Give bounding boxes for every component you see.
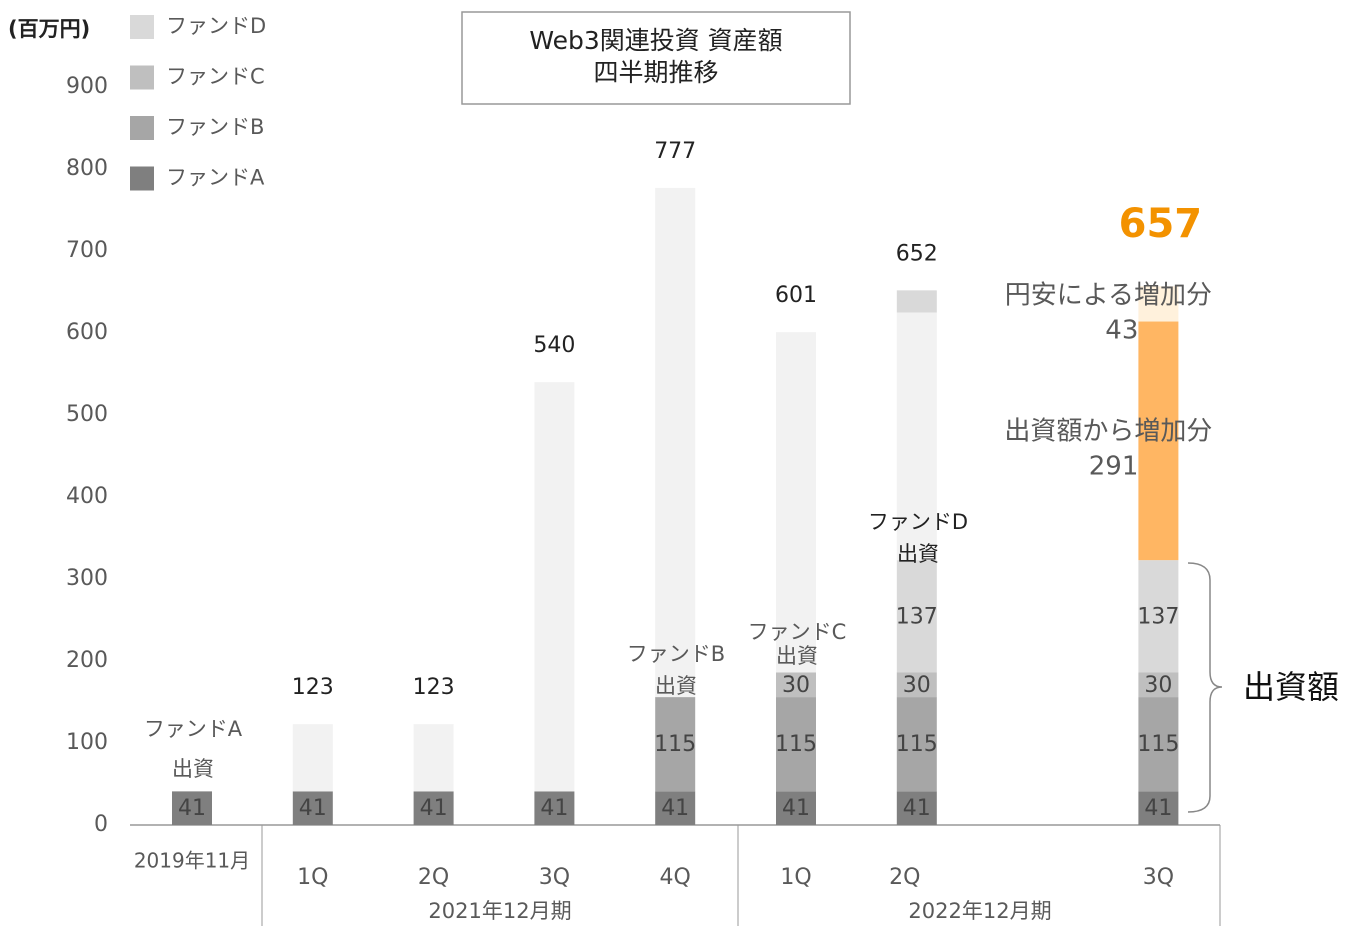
- y-tick-label: 700: [66, 238, 108, 263]
- total-label: 652: [896, 241, 938, 266]
- segment-series-label: 出資額から増加分: [1004, 417, 1212, 447]
- y-tick-label: 0: [94, 812, 108, 837]
- segment-label: 41: [903, 796, 931, 821]
- total-label: 123: [292, 675, 334, 700]
- total-label: 777: [654, 139, 696, 164]
- bar-segment: [776, 672, 816, 698]
- x-tick-label: 3Q: [539, 865, 570, 890]
- segment-label: 137: [896, 604, 938, 629]
- total-label: 123: [413, 675, 455, 700]
- bar-segment: [534, 791, 575, 825]
- bar-segment: [413, 791, 454, 825]
- group-label: 2021年12月期: [428, 899, 571, 923]
- y-axis-label: (百万円): [8, 17, 90, 41]
- y-tick-label: 200: [66, 648, 108, 673]
- segment-label: 115: [896, 732, 938, 757]
- bar-segment: [655, 791, 696, 825]
- legend-swatch: [130, 65, 154, 90]
- bar-segment: [534, 382, 575, 792]
- segment-label: 41: [420, 796, 448, 821]
- total-label: 601: [775, 283, 817, 308]
- segment-label: 41: [299, 796, 327, 821]
- legend-swatch: [130, 15, 154, 39]
- annotation: ファンドB: [627, 642, 725, 666]
- annotation: ファンドA: [144, 717, 243, 741]
- bar-segment: [896, 560, 937, 673]
- x-tick-label: 1Q: [297, 865, 328, 890]
- bar-segment: [896, 791, 937, 825]
- annotation: ファンドC: [748, 620, 847, 644]
- x-tick-label: 4Q: [660, 865, 691, 890]
- y-tick-label: 900: [66, 74, 108, 99]
- bar-segment: [292, 724, 333, 792]
- legend-label: ファンドC: [166, 65, 265, 89]
- legend-label: ファンドB: [166, 115, 264, 139]
- group-label: 2022年12月期: [908, 899, 1051, 923]
- x-tick-label: 2Q: [889, 865, 920, 890]
- bar-segment: [292, 791, 333, 825]
- segment-label: 43: [1105, 316, 1138, 346]
- y-tick-label: 400: [66, 484, 108, 509]
- segment-label: 41: [661, 796, 689, 821]
- segment-label: 41: [540, 796, 568, 821]
- legend-label: ファンドA: [166, 166, 265, 190]
- bar-segment: [776, 332, 816, 673]
- segment-label: 115: [1137, 732, 1179, 757]
- y-tick-label: 800: [66, 156, 108, 181]
- total-label: 540: [533, 333, 575, 358]
- bar-segment: [896, 312, 937, 561]
- y-tick-label: 500: [66, 402, 108, 427]
- annotation: ファンドD: [868, 510, 968, 534]
- bar-segment: [172, 791, 212, 825]
- total-label: 657: [1119, 201, 1203, 247]
- segment-label: 30: [903, 673, 931, 698]
- brace-label: 出資額: [1243, 668, 1339, 706]
- legend-label: ファンドD: [166, 14, 266, 38]
- segment-label: 137: [1137, 604, 1179, 629]
- segment-label: 115: [654, 732, 696, 757]
- segment-label: 30: [782, 673, 810, 698]
- x-tick-label: 2Q: [418, 865, 449, 890]
- title-box: [461, 11, 851, 105]
- brace: [1187, 562, 1223, 813]
- bar-segment: [776, 791, 816, 825]
- x-tick-label: 2019年11月: [134, 849, 250, 873]
- chart-title: 四半期推移: [593, 58, 718, 87]
- bar-segment: [655, 187, 696, 698]
- bar-segment: [896, 697, 937, 792]
- segment-label: 291: [1089, 452, 1139, 482]
- y-tick-label: 100: [66, 730, 108, 755]
- y-tick-label: 600: [66, 320, 108, 345]
- bar-segment: [776, 697, 816, 792]
- bar-segment: [896, 672, 937, 698]
- segment-label: 41: [178, 796, 206, 821]
- bar-segment: [1138, 321, 1179, 561]
- segment-label: 115: [775, 732, 817, 757]
- annotation: 出資: [172, 757, 214, 781]
- bar-segment: [1138, 560, 1179, 673]
- segment-label: 41: [1144, 796, 1172, 821]
- x-tick-label: 1Q: [780, 865, 811, 890]
- legend-swatch: [130, 166, 154, 191]
- bar-segment: [413, 724, 454, 792]
- bar-segment: [655, 697, 696, 792]
- annotation: 出資: [776, 644, 818, 668]
- bar-segment: [1138, 286, 1179, 322]
- annotation: 出資: [897, 542, 939, 566]
- chart-title: Web3関連投資 資産額: [529, 26, 782, 55]
- bar-segment: [1138, 672, 1179, 698]
- segment-series-label: 円安による増加分: [1005, 281, 1212, 311]
- bar-segment: [1138, 791, 1179, 825]
- annotation: 出資: [655, 674, 697, 698]
- segment-label: 30: [1144, 673, 1172, 698]
- bar-segment: [1138, 697, 1179, 792]
- bar-segment: [896, 290, 937, 313]
- x-tick-label: 3Q: [1143, 865, 1174, 890]
- y-tick-label: 300: [66, 566, 108, 591]
- legend-swatch: [130, 116, 154, 140]
- segment-label: 41: [782, 796, 810, 821]
